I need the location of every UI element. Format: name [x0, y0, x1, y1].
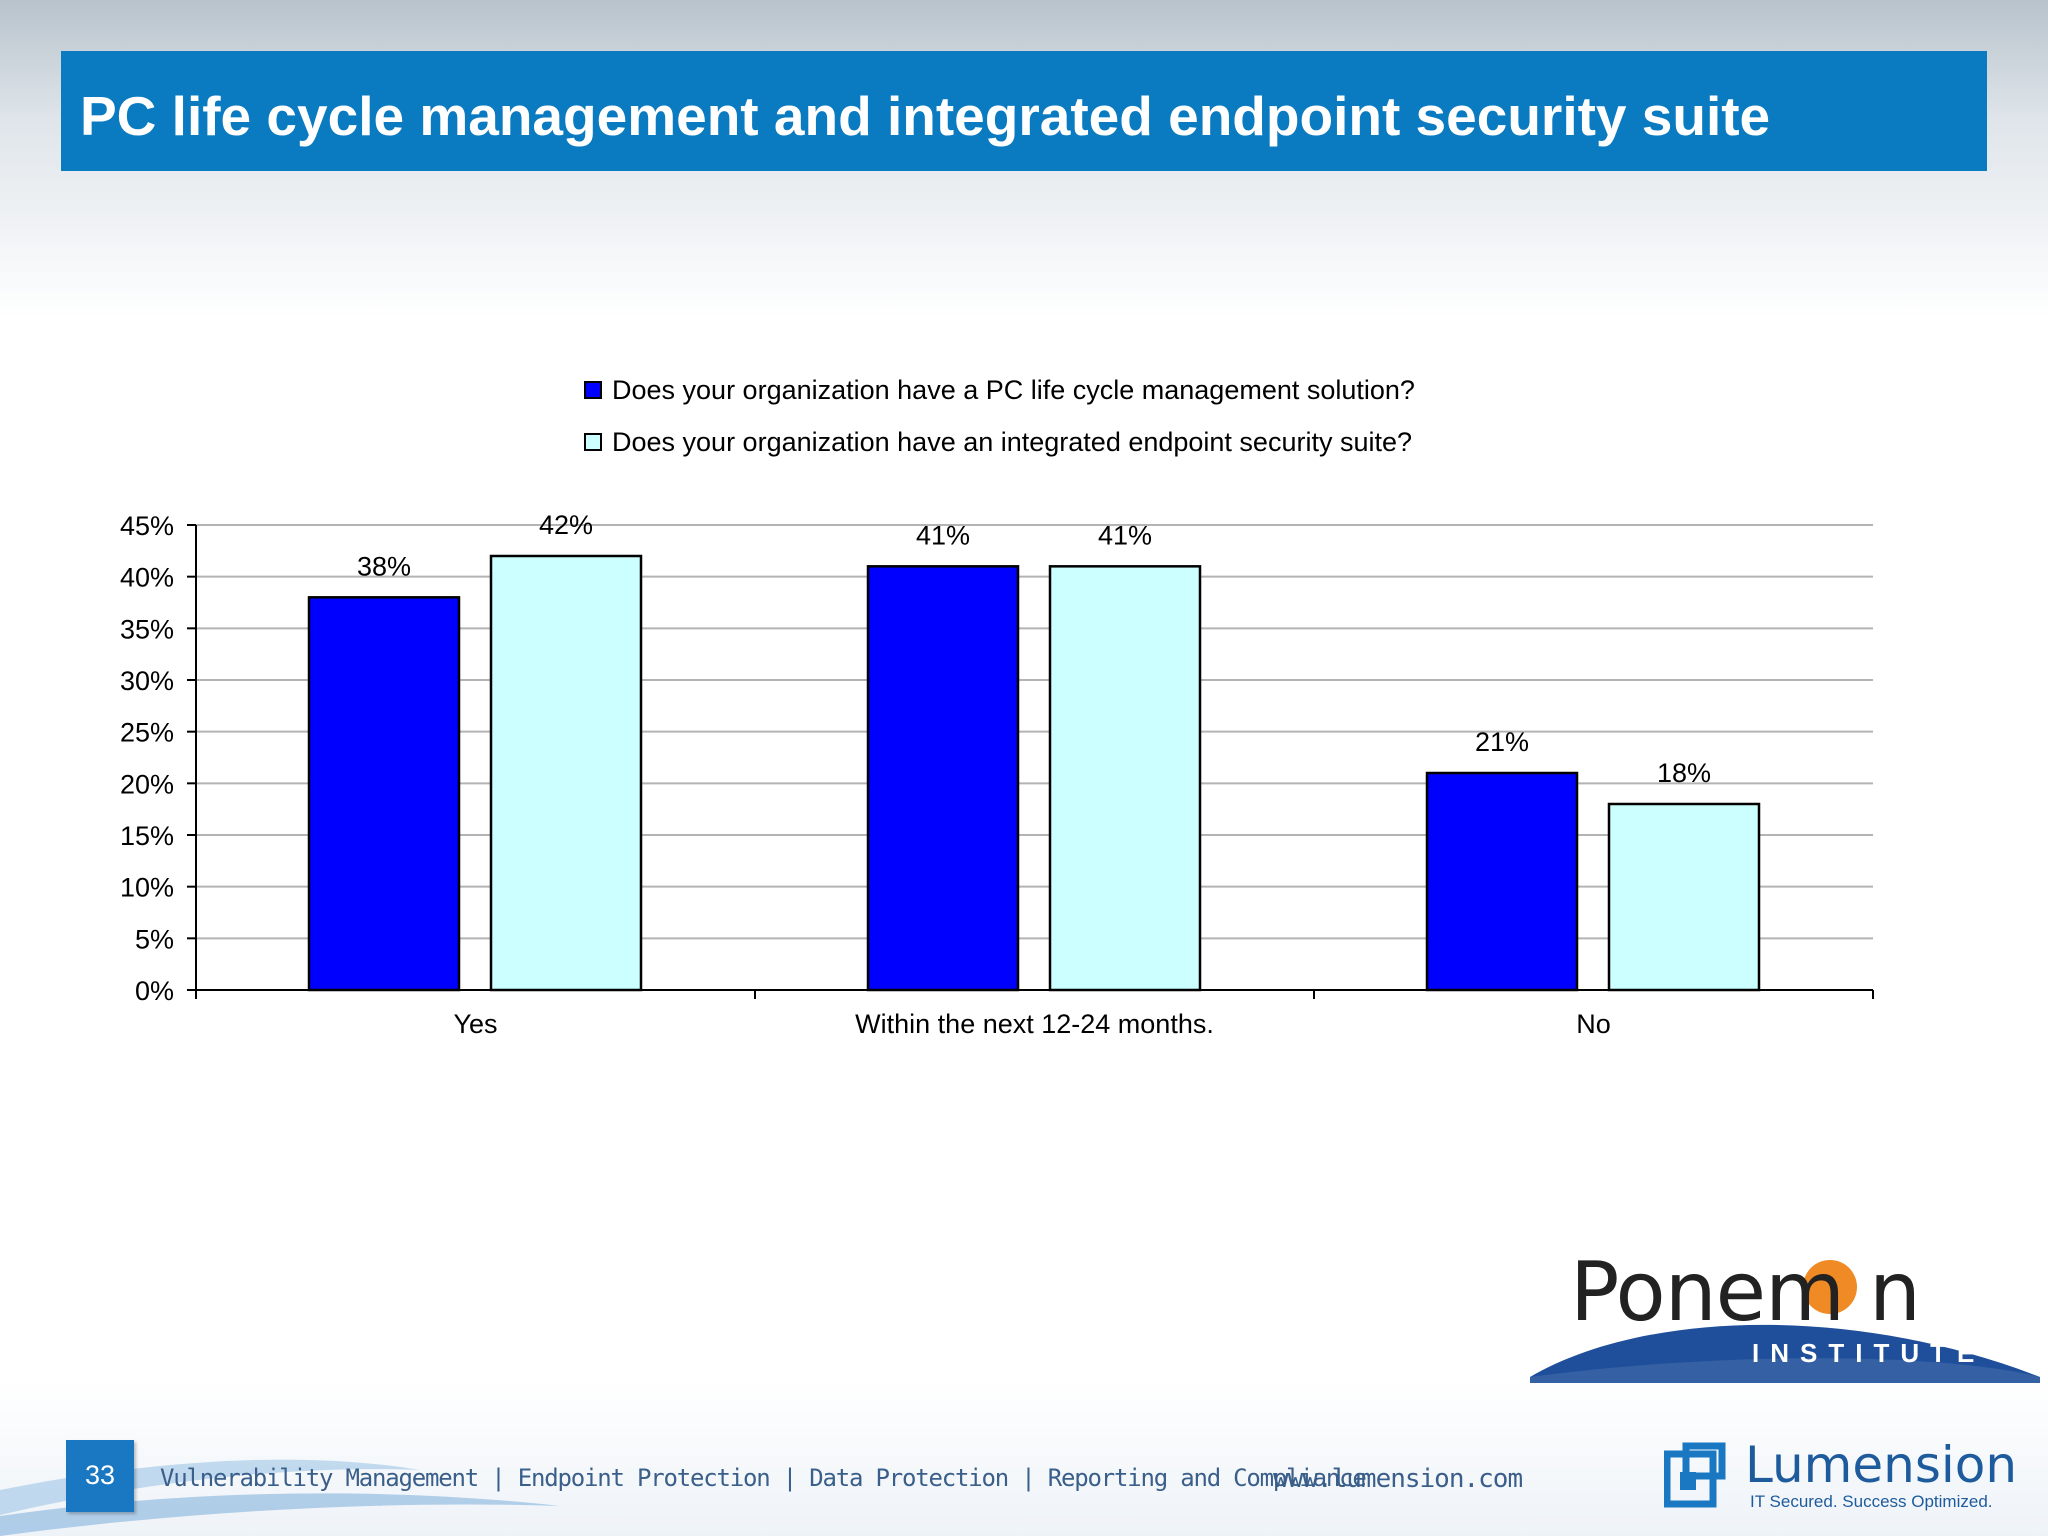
legend-swatch — [584, 433, 602, 451]
footer-url[interactable]: www.lumension.com — [1273, 1464, 1523, 1494]
bar — [1607, 802, 1761, 992]
bar — [1048, 565, 1202, 992]
ponemon-wordmark: Ponem n — [1570, 1245, 1921, 1340]
bar-data-label: 41% — [916, 520, 970, 550]
bar — [1425, 771, 1579, 992]
y-tick-label: 20% — [120, 769, 174, 799]
ponemon-logo — [1530, 1260, 2040, 1383]
lumension-wordmark: Lumension — [1745, 1436, 2018, 1494]
y-tick-label: 45% — [120, 511, 174, 541]
bar-data-label: 42% — [539, 510, 593, 540]
footer-tagline: Vulnerability Management | Endpoint Prot… — [160, 1464, 1367, 1492]
bar-data-label: 38% — [357, 551, 411, 581]
title-bar — [61, 51, 1987, 171]
bar-data-label: 18% — [1657, 758, 1711, 788]
y-tick-label: 40% — [120, 563, 174, 593]
lumension-logo-icon — [1664, 1442, 1726, 1508]
bar — [866, 565, 1020, 992]
bar-chart: 0% 5% 10% 15% 20% 25% 30% 35% 40% 45% 38% 42% Yes 41%… — [120, 375, 1874, 1039]
slide-title: PC life cycle management and integrated … — [80, 85, 1771, 147]
y-tick-label: 30% — [120, 666, 174, 696]
y-tick-label: 35% — [120, 614, 174, 644]
y-tick-label: 5% — [135, 924, 174, 954]
ponemon-institute-text: INSTITUTE — [1752, 1338, 1986, 1368]
legend-label: Does your organization have an integrate… — [612, 427, 1412, 457]
bar — [489, 554, 643, 992]
y-tick-label: 10% — [120, 873, 174, 903]
y-tick-label: 15% — [120, 821, 174, 851]
bar — [307, 596, 461, 992]
bar-data-label: 41% — [1098, 520, 1152, 550]
legend-label: Does your organization have a PC life cy… — [612, 375, 1415, 405]
legend-swatch — [584, 381, 602, 399]
x-category-label: Within the next 12-24 months. — [855, 1009, 1214, 1039]
bar-data-label: 21% — [1475, 727, 1529, 757]
lumension-tagline: IT Secured. Success Optimized. — [1750, 1492, 1993, 1511]
y-tick-label: 0% — [135, 976, 174, 1006]
page-number-box — [66, 1440, 134, 1512]
x-category-label: No — [1576, 1009, 1611, 1039]
x-category-label: Yes — [453, 1009, 497, 1039]
y-tick-label: 25% — [120, 718, 174, 748]
page-number: 33 — [84, 1460, 116, 1490]
